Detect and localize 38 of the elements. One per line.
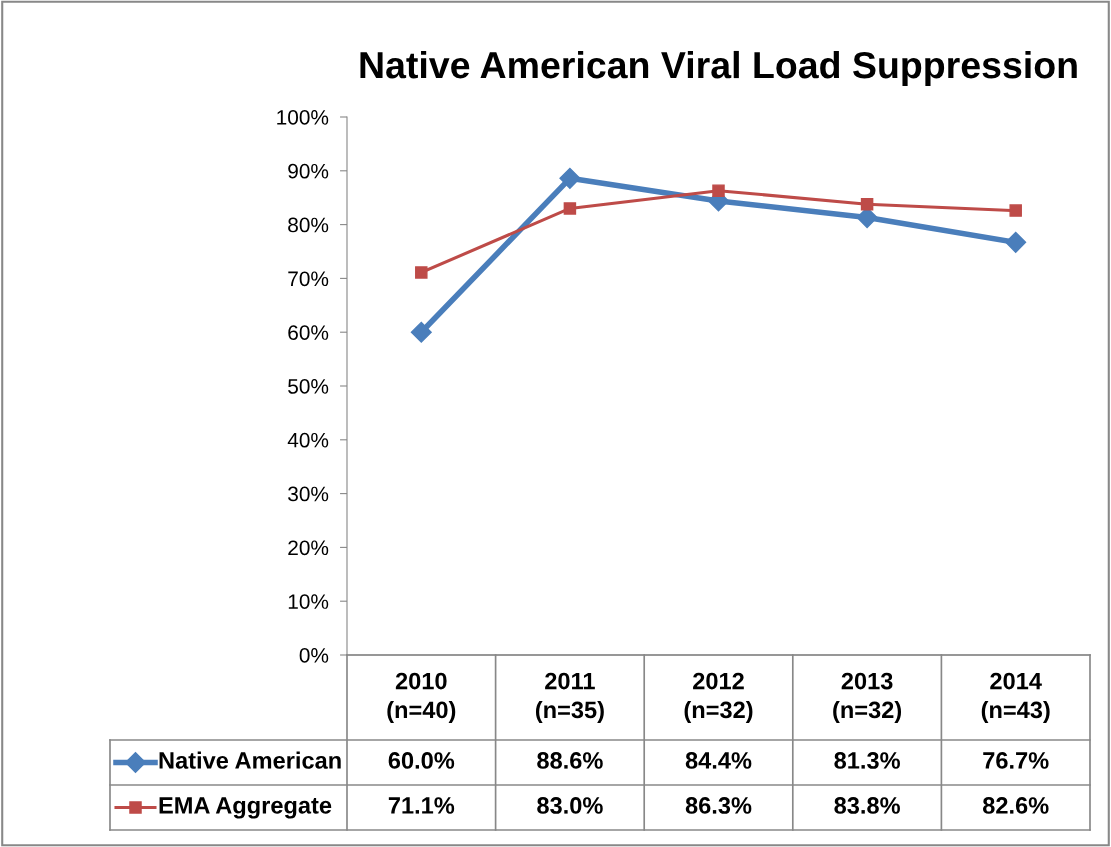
data-label: 88.6% — [537, 752, 603, 769]
point — [1005, 231, 1027, 253]
point — [559, 167, 581, 189]
y-tick-label: 80% — [288, 217, 329, 233]
data-label: 86.3% — [685, 797, 752, 814]
data-label: 76.7% — [983, 752, 1049, 769]
point — [712, 184, 725, 197]
data-label: 71.1% — [388, 797, 455, 814]
data-label: 60.0% — [388, 752, 455, 769]
legend-label: EMA Aggregate — [159, 797, 332, 819]
y-tick-label: 70% — [288, 271, 329, 287]
y-tick-label: 10% — [288, 594, 329, 609]
y-tick-label: 100% — [277, 110, 329, 125]
y-tick-label: 0% — [299, 648, 329, 663]
y-tick-label: 50% — [288, 379, 329, 394]
point — [563, 202, 577, 215]
legend-label: Native American — [159, 751, 341, 769]
point — [1009, 204, 1022, 217]
point — [860, 197, 874, 211]
x-tick-label: 2010 (n=40) — [387, 672, 456, 723]
y-tick-label: 90% — [288, 163, 329, 179]
chart-title: Native American Viral Load Suppression — [360, 50, 1077, 86]
x-tick-label: 2014 (n=43) — [981, 672, 1050, 723]
y-tick-label: 60% — [288, 325, 329, 340]
data-label: 83.0% — [537, 797, 603, 814]
x-tick-label: 2013 (n=32) — [833, 672, 902, 723]
y-tick-label: 30% — [288, 486, 329, 502]
data-label: 81.3% — [834, 752, 900, 769]
x-tick-label: 2012 (n=32) — [684, 672, 753, 723]
x-tick-label: 2011 (n=35) — [535, 672, 604, 723]
y-tick-label: 20% — [288, 540, 329, 556]
data-label: 82.6% — [982, 797, 1049, 814]
point — [415, 266, 428, 279]
y-tick-label: 40% — [287, 432, 329, 448]
data-label: 83.8% — [834, 797, 900, 814]
point — [410, 321, 432, 343]
point — [856, 207, 878, 229]
data-label: 84.4% — [685, 752, 752, 769]
